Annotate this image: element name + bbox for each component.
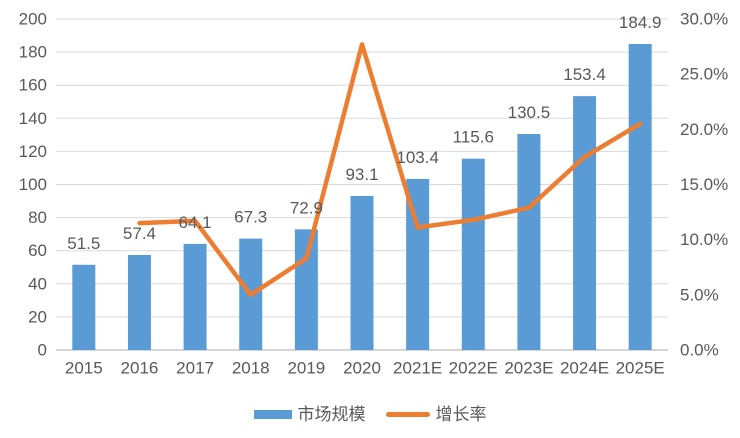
combo-chart-plot: 51.5 57.4 64.1 67.3 72.9 93.1 103.4 115.6 130.5 1… (19, 10, 729, 378)
market-size-bar (461, 158, 485, 350)
market-size-bar (294, 229, 318, 350)
right-axis-tick-label: 5.0% (680, 285, 719, 304)
bar-value-label: 184.9 (619, 13, 662, 32)
x-axis-tick-label: 2022E (449, 359, 498, 378)
x-axis-tick-label: 2016 (121, 359, 159, 378)
left-axis-tick-label: 180 (19, 43, 47, 62)
legend-label-market-size: 市场规模 (297, 404, 366, 424)
x-axis-tick-label: 2017 (176, 359, 214, 378)
market-size-bar (517, 134, 541, 350)
market-size-bar (127, 255, 151, 350)
market-size-bar (72, 264, 96, 350)
market-size-bar (406, 178, 430, 350)
bar-value-label: 51.5 (67, 234, 100, 253)
left-axis-tick-label: 140 (19, 109, 47, 128)
x-axis-tick-label: 2019 (287, 359, 325, 378)
bar-value-label: 67.3 (234, 208, 267, 227)
right-axis-tick-label: 0.0% (680, 341, 719, 360)
left-axis-tick-label: 200 (19, 10, 47, 29)
x-axis-tick-label: 2020 (343, 359, 381, 378)
chart-legend: 市场规模 增长率 (0, 398, 740, 430)
legend-label-growth-rate: 增长率 (435, 404, 487, 424)
bar-value-label: 57.4 (123, 224, 156, 243)
right-axis-tick-label: 30.0% (680, 10, 728, 29)
x-axis-tick-label: 2018 (232, 359, 270, 378)
x-axis-tick-label: 2024E (560, 359, 609, 378)
bar-series-swatch (253, 409, 292, 419)
left-axis-tick-label: 100 (19, 175, 47, 194)
bar-value-label: 153.4 (563, 65, 606, 84)
bar-value-label: 103.4 (396, 148, 439, 167)
x-axis-tick-label: 2023E (504, 359, 553, 378)
right-axis-tick-label: 15.0% (680, 175, 728, 194)
bar-value-label: 115.6 (453, 128, 494, 147)
bar-value-label: 64.1 (179, 213, 212, 232)
left-axis-tick-label: 80 (28, 208, 47, 227)
x-axis-tick-label: 2021E (393, 359, 442, 378)
x-axis-tick-label: 2025E (616, 359, 665, 378)
line-series-swatch (385, 411, 430, 417)
x-axis-tick-label: 2015 (65, 359, 103, 378)
bar-value-label: 72.9 (290, 198, 323, 217)
left-axis-tick-label: 40 (28, 274, 47, 293)
market-size-bar (183, 243, 207, 350)
left-axis-tick-label: 160 (19, 76, 47, 95)
right-axis-tick-label: 20.0% (680, 120, 728, 139)
left-axis-tick-label: 20 (28, 307, 47, 326)
market-size-bar (573, 96, 597, 350)
right-axis-tick-label: 25.0% (680, 65, 728, 84)
left-axis-tick-label: 60 (28, 241, 47, 260)
bar-value-label: 93.1 (345, 165, 378, 184)
bar-value-label: 130.5 (508, 103, 551, 122)
market-size-bar (628, 43, 652, 350)
growth-rate-line (137, 42, 643, 298)
legend-item-growth-rate: 增长率 (385, 404, 487, 424)
left-axis-tick-label: 120 (19, 142, 47, 161)
legend-item-market-size: 市场规模 (253, 404, 366, 424)
left-axis-tick-label: 0 (38, 341, 47, 360)
right-axis-tick-label: 10.0% (680, 230, 728, 249)
market-size-bar (350, 195, 374, 350)
